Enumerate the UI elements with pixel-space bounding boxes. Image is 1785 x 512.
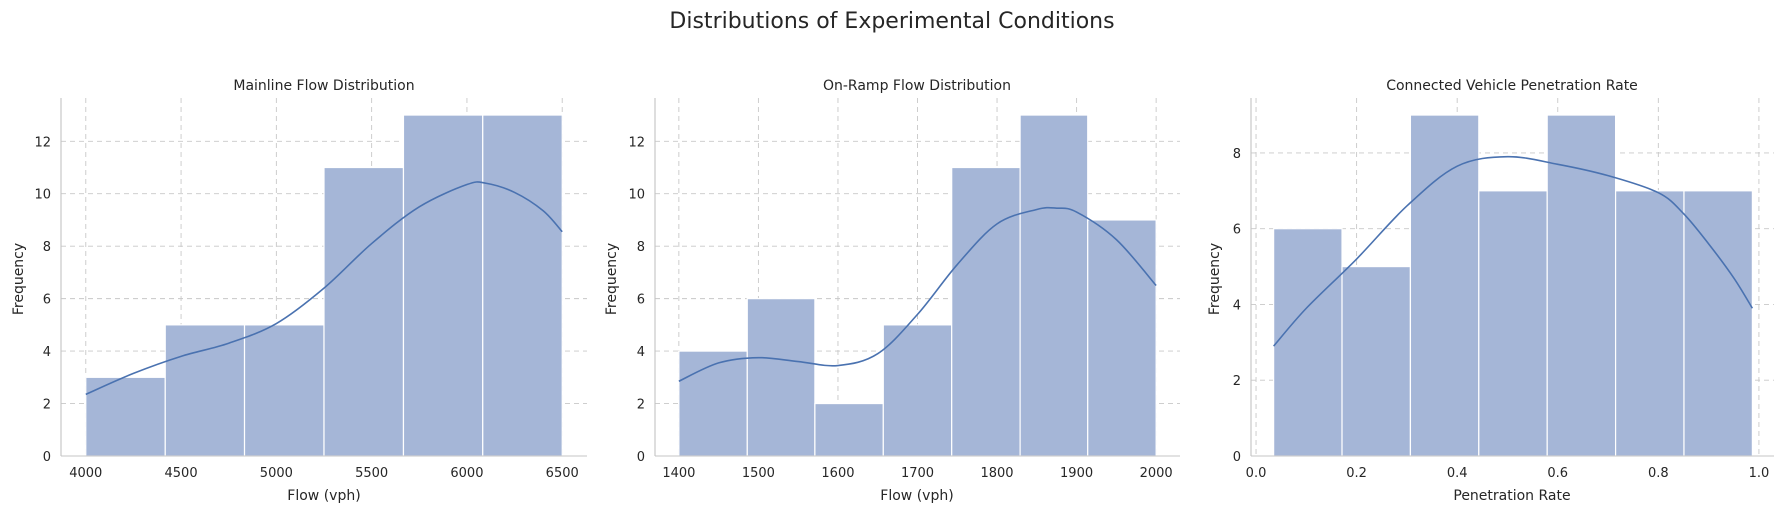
x-axis-label: Penetration Rate — [1453, 488, 1570, 504]
kde-curve — [85, 181, 563, 396]
mainline-flow-panel: 4000 4500 5000 5500 6000 6500 0 2 4 6 8 10 12 Mainli… — [11, 78, 587, 504]
x-tick-label: 4000 — [69, 466, 102, 481]
histogram-bar — [164, 324, 246, 457]
x-tick-label: 0.8 — [1648, 466, 1669, 481]
y-tick-label: 0 — [637, 450, 645, 465]
x-tick-label: 1800 — [980, 466, 1013, 481]
panel-title: On-Ramp Flow Distribution — [823, 78, 1011, 94]
histogram-bar — [746, 298, 816, 457]
y-axis-label: Frequency — [604, 243, 620, 315]
histogram-bar — [1614, 190, 1685, 457]
histogram-bar — [1409, 114, 1480, 457]
x-axis-label: Flow (vph) — [880, 488, 953, 504]
x-tick-label: 6000 — [450, 466, 483, 481]
figure-title: Distributions of Experimental Conditions — [669, 9, 1114, 34]
histogram-bar — [1019, 114, 1089, 457]
plot-area: 0.0 0.2 0.4 0.6 0.8 1.0 0 2 4 6 8 — [1233, 98, 1774, 481]
histogram-bar — [882, 324, 953, 457]
y-tick-label: 12 — [628, 135, 645, 150]
x-tick-label: 1400 — [662, 466, 695, 481]
x-tick-label: 4500 — [165, 466, 198, 481]
y-tick-label: 4 — [637, 345, 645, 360]
histogram-bar — [243, 324, 325, 457]
panel-title: Mainline Flow Distribution — [233, 78, 414, 94]
plot-area: 4000 4500 5000 5500 6000 6500 0 2 4 6 8 10 12 — [34, 98, 587, 481]
y-tick-label: 4 — [43, 345, 51, 360]
histogram-bar — [402, 114, 484, 457]
x-tick-label: 1700 — [901, 466, 934, 481]
x-tick-label: 0.0 — [1246, 466, 1267, 481]
y-tick-label: 10 — [628, 188, 645, 203]
y-tick-label: 8 — [637, 240, 645, 255]
kde-curve — [678, 206, 1157, 382]
plot-area: 1400 1500 1600 1700 1800 1900 2000 0 2 4 6 8 10 12 — [628, 98, 1180, 481]
histogram-bar — [678, 350, 748, 457]
x-tick-label: 1.0 — [1749, 466, 1770, 481]
y-tick-label: 12 — [34, 135, 51, 150]
x-tick-label: 1500 — [742, 466, 775, 481]
x-tick-label: 2000 — [1140, 466, 1173, 481]
y-tick-label: 0 — [43, 450, 51, 465]
histogram-bar — [323, 166, 405, 457]
histogram-bar — [1273, 228, 1343, 457]
histogram-bar — [1683, 190, 1753, 457]
y-tick-label: 0 — [1233, 450, 1241, 465]
y-tick-label: 2 — [43, 398, 51, 413]
histogram-bar — [1341, 265, 1412, 457]
x-tick-label: 5000 — [260, 466, 293, 481]
y-axis-label: Frequency — [11, 243, 27, 315]
on-ramp-flow-panel: 1400 1500 1600 1700 1800 1900 2000 0 2 4 6 8 10 12 On… — [604, 78, 1180, 504]
y-axis-label: Frequency — [1207, 243, 1223, 315]
kde-curve — [1273, 155, 1754, 347]
x-tick-label: 6500 — [546, 466, 579, 481]
histogram-bar — [951, 166, 1021, 457]
y-tick-label: 2 — [637, 398, 645, 413]
penetration-rate-panel: 0.0 0.2 0.4 0.6 0.8 1.0 0 2 4 6 8 Connected Vehicl… — [1207, 78, 1774, 504]
y-tick-label: 10 — [34, 188, 51, 203]
histogram-bar — [1087, 219, 1157, 457]
x-tick-label: 5500 — [355, 466, 388, 481]
y-tick-label: 6 — [43, 293, 51, 308]
x-tick-label: 0.2 — [1346, 466, 1367, 481]
histogram-bar — [1478, 190, 1548, 457]
histogram-bar — [1546, 114, 1617, 457]
x-tick-label: 1900 — [1060, 466, 1093, 481]
y-tick-label: 2 — [1233, 374, 1241, 389]
y-tick-label: 8 — [1233, 147, 1241, 162]
y-tick-label: 4 — [1233, 298, 1241, 313]
x-axis-label: Flow (vph) — [287, 488, 360, 504]
y-tick-label: 6 — [1233, 223, 1241, 238]
histogram-bar — [482, 114, 563, 457]
histogram-bar — [85, 376, 166, 457]
x-tick-label: 1600 — [821, 466, 854, 481]
x-tick-label: 0.6 — [1547, 466, 1568, 481]
histogram-bar — [814, 402, 884, 457]
y-tick-label: 8 — [43, 240, 51, 255]
panel-title: Connected Vehicle Penetration Rate — [1386, 78, 1638, 94]
y-tick-label: 6 — [637, 293, 645, 308]
x-tick-label: 0.4 — [1447, 466, 1468, 481]
